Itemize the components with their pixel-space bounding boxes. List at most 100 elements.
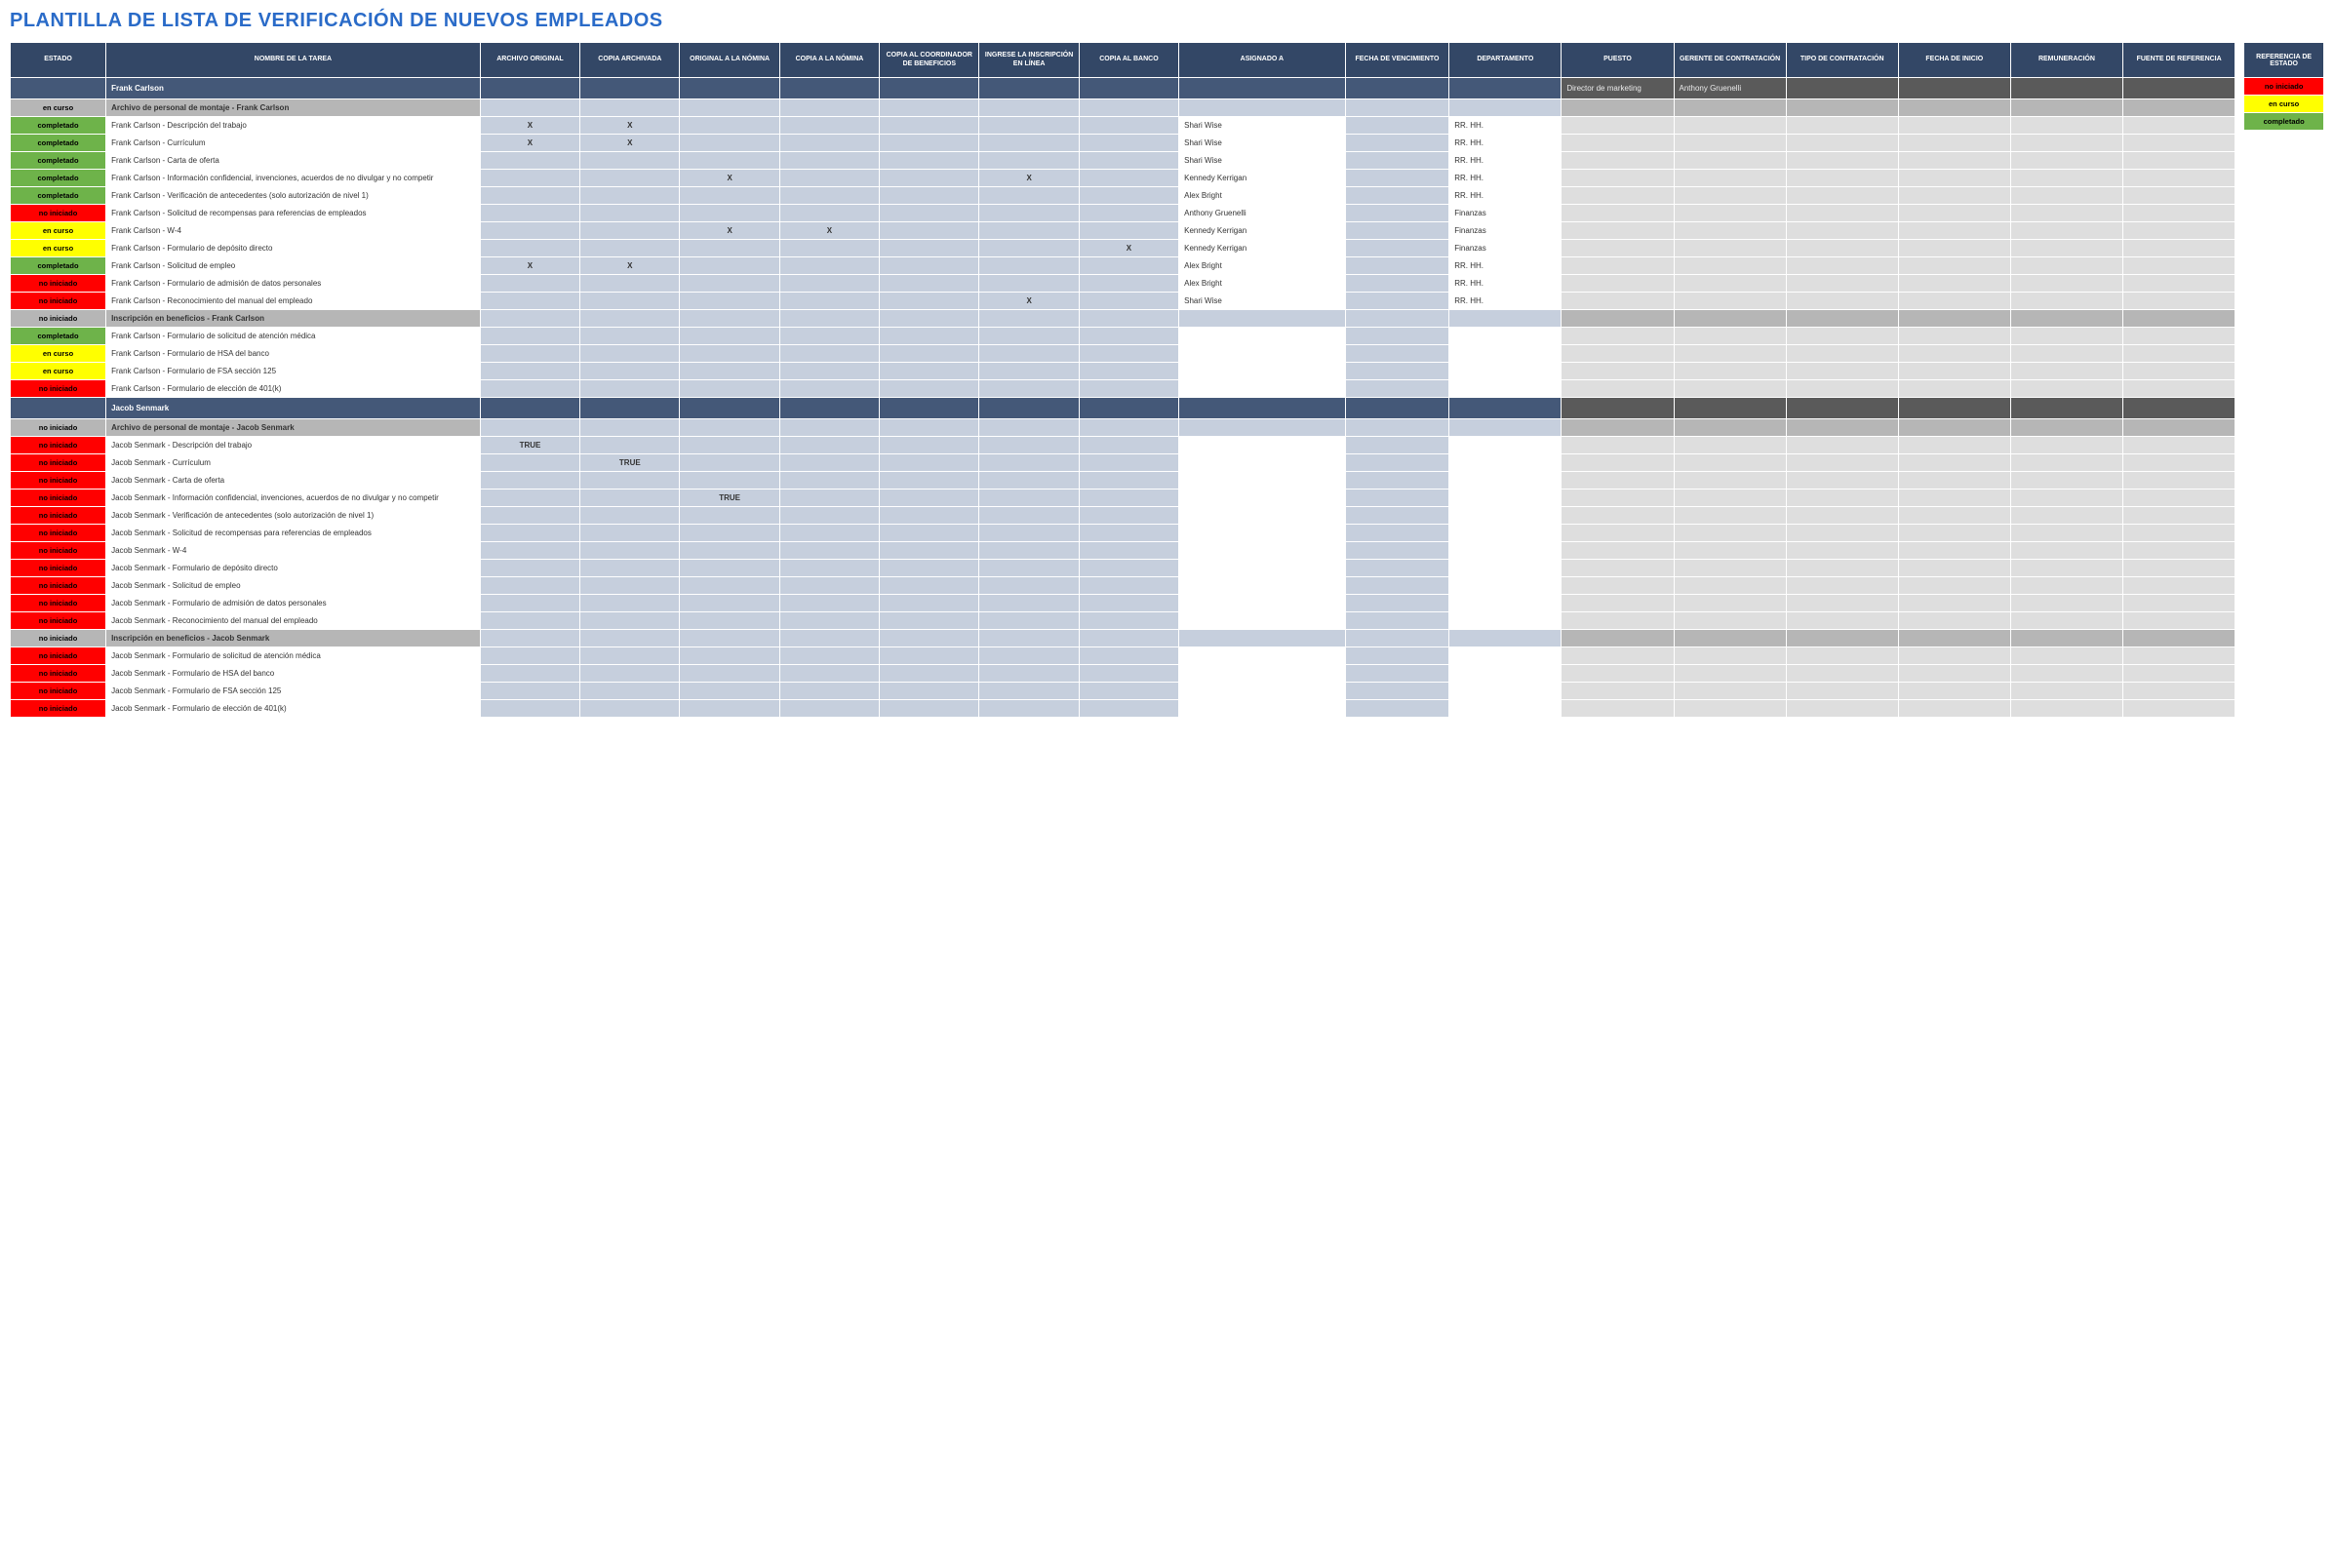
checkbox-cell[interactable] (1079, 560, 1178, 577)
checkbox-cell[interactable] (480, 345, 579, 363)
checkbox-cell[interactable] (1079, 222, 1178, 240)
status-cell[interactable]: completado (11, 257, 106, 275)
checkbox-cell[interactable] (979, 257, 1079, 275)
checkbox-cell[interactable] (979, 595, 1079, 612)
checkbox-cell[interactable] (580, 380, 680, 398)
checkbox-cell[interactable]: X (580, 257, 680, 275)
checkbox-cell[interactable] (979, 665, 1079, 683)
checkbox-cell[interactable] (680, 293, 779, 310)
checkbox-cell[interactable] (480, 612, 579, 630)
checkbox-cell[interactable] (580, 363, 680, 380)
checkbox-cell[interactable] (880, 170, 979, 187)
checkbox-cell[interactable] (1079, 328, 1178, 345)
status-cell[interactable]: completado (11, 328, 106, 345)
status-cell[interactable]: en curso (11, 345, 106, 363)
checkbox-cell[interactable] (880, 542, 979, 560)
checkbox-cell[interactable] (979, 437, 1079, 454)
checkbox-cell[interactable] (680, 152, 779, 170)
checkbox-cell[interactable]: X (480, 117, 579, 135)
checkbox-cell[interactable] (880, 293, 979, 310)
checkbox-cell[interactable] (680, 328, 779, 345)
status-cell[interactable]: en curso (11, 222, 106, 240)
checkbox-cell[interactable] (979, 542, 1079, 560)
checkbox-cell[interactable] (779, 577, 879, 595)
checkbox-cell[interactable] (680, 595, 779, 612)
checkbox-cell[interactable] (680, 700, 779, 718)
checkbox-cell[interactable] (1079, 257, 1178, 275)
checkbox-cell[interactable] (779, 328, 879, 345)
checkbox-cell[interactable] (480, 647, 579, 665)
checkbox-cell[interactable] (480, 490, 579, 507)
checkbox-cell[interactable] (880, 577, 979, 595)
checkbox-cell[interactable] (1079, 665, 1178, 683)
checkbox-cell[interactable] (880, 560, 979, 577)
checkbox-cell[interactable] (580, 328, 680, 345)
checkbox-cell[interactable] (580, 275, 680, 293)
checkbox-cell[interactable] (480, 240, 579, 257)
checkbox-cell[interactable] (580, 205, 680, 222)
checkbox-cell[interactable] (979, 380, 1079, 398)
checkbox-cell[interactable] (680, 117, 779, 135)
status-cell[interactable]: no iniciado (11, 647, 106, 665)
checkbox-cell[interactable] (580, 240, 680, 257)
checkbox-cell[interactable] (880, 152, 979, 170)
checkbox-cell[interactable] (580, 507, 680, 525)
checkbox-cell[interactable] (480, 152, 579, 170)
checkbox-cell[interactable] (880, 472, 979, 490)
checkbox-cell[interactable] (580, 595, 680, 612)
checkbox-cell[interactable] (680, 380, 779, 398)
checkbox-cell[interactable] (779, 454, 879, 472)
checkbox-cell[interactable] (779, 345, 879, 363)
checkbox-cell[interactable] (580, 665, 680, 683)
checkbox-cell[interactable] (979, 700, 1079, 718)
checkbox-cell[interactable] (680, 577, 779, 595)
status-cell[interactable]: completado (11, 117, 106, 135)
checkbox-cell[interactable] (480, 363, 579, 380)
checkbox-cell[interactable] (979, 490, 1079, 507)
checkbox-cell[interactable] (480, 525, 579, 542)
status-cell[interactable]: no iniciado (11, 560, 106, 577)
checkbox-cell[interactable] (979, 117, 1079, 135)
checkbox-cell[interactable] (880, 525, 979, 542)
checkbox-cell[interactable] (779, 560, 879, 577)
checkbox-cell[interactable] (580, 700, 680, 718)
checkbox-cell[interactable] (480, 595, 579, 612)
checkbox-cell[interactable] (979, 683, 1079, 700)
checkbox-cell[interactable] (979, 577, 1079, 595)
checkbox-cell[interactable]: X (779, 222, 879, 240)
checkbox-cell[interactable] (979, 152, 1079, 170)
checkbox-cell[interactable] (580, 560, 680, 577)
checkbox-cell[interactable]: X (480, 135, 579, 152)
checkbox-cell[interactable] (779, 472, 879, 490)
checkbox-cell[interactable] (1079, 454, 1178, 472)
checkbox-cell[interactable] (680, 257, 779, 275)
checkbox-cell[interactable] (680, 683, 779, 700)
status-cell[interactable]: completado (11, 170, 106, 187)
checkbox-cell[interactable] (1079, 472, 1178, 490)
checkbox-cell[interactable]: X (480, 257, 579, 275)
checkbox-cell[interactable] (979, 507, 1079, 525)
checkbox-cell[interactable] (779, 275, 879, 293)
checkbox-cell[interactable] (779, 647, 879, 665)
checkbox-cell[interactable] (480, 170, 579, 187)
checkbox-cell[interactable] (680, 437, 779, 454)
checkbox-cell[interactable] (680, 472, 779, 490)
checkbox-cell[interactable] (680, 345, 779, 363)
status-cell[interactable]: no iniciado (11, 665, 106, 683)
checkbox-cell[interactable] (480, 665, 579, 683)
status-cell[interactable]: no iniciado (11, 683, 106, 700)
checkbox-cell[interactable] (779, 437, 879, 454)
status-cell[interactable]: no iniciado (11, 490, 106, 507)
checkbox-cell[interactable] (880, 257, 979, 275)
checkbox-cell[interactable] (779, 205, 879, 222)
checkbox-cell[interactable] (880, 647, 979, 665)
checkbox-cell[interactable]: TRUE (580, 454, 680, 472)
checkbox-cell[interactable] (580, 222, 680, 240)
checkbox-cell[interactable] (779, 117, 879, 135)
checkbox-cell[interactable] (880, 490, 979, 507)
checkbox-cell[interactable] (779, 542, 879, 560)
checkbox-cell[interactable] (979, 345, 1079, 363)
checkbox-cell[interactable] (1079, 700, 1178, 718)
checkbox-cell[interactable] (1079, 293, 1178, 310)
checkbox-cell[interactable] (779, 380, 879, 398)
